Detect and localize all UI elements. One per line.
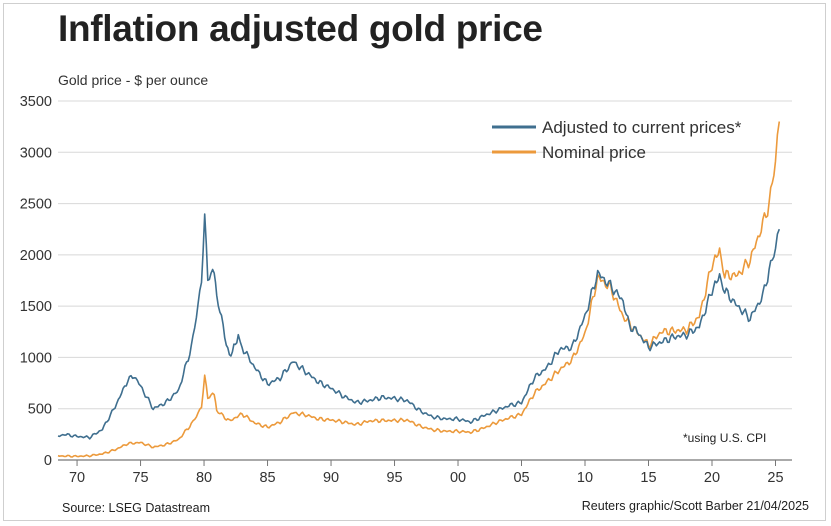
x-tick-label-10: 10	[577, 470, 593, 486]
y-tick-label-0: 0	[44, 453, 52, 469]
x-tick-label-95: 95	[386, 470, 402, 486]
y-tick-label-2000: 2000	[20, 248, 52, 264]
legend-label-nominal: Nominal price	[542, 143, 646, 162]
series-lines	[57, 121, 781, 458]
chart-frame	[3, 3, 826, 521]
cpi-footnote: *using U.S. CPI	[683, 431, 767, 445]
x-tick-label-70: 70	[69, 470, 85, 486]
x-tick-label-25: 25	[767, 470, 783, 486]
y-tick-label-1000: 1000	[20, 350, 52, 366]
y-tick-label-500: 500	[28, 402, 52, 418]
source-label: Source: LSEG Datastream	[62, 501, 210, 515]
x-tick-label-80: 80	[196, 470, 212, 486]
legend-label-adjusted: Adjusted to current prices*	[542, 118, 742, 137]
y-tick-label-3500: 3500	[20, 94, 52, 110]
series-line-nominal	[57, 121, 781, 458]
x-tick-label-05: 05	[513, 470, 529, 486]
y-axis-label: Gold price - $ per ounce	[58, 72, 209, 88]
x-tick-label-90: 90	[323, 470, 339, 486]
chart-title: Inflation adjusted gold price	[58, 8, 543, 49]
legend: Adjusted to current prices* Nominal pric…	[492, 118, 742, 162]
x-tick-label-15: 15	[640, 470, 656, 486]
x-tick-label-85: 85	[259, 470, 275, 486]
x-tick-label-00: 00	[450, 470, 466, 486]
y-tick-label-1500: 1500	[20, 299, 52, 315]
x-tick-label-75: 75	[132, 470, 148, 486]
credit-label: Reuters graphic/Scott Barber 21/04/2025	[581, 499, 809, 513]
x-tick-label-20: 20	[704, 470, 720, 486]
y-tick-label-2500: 2500	[20, 197, 52, 213]
series-line-adjusted	[57, 213, 781, 440]
y-tick-label-3000: 3000	[20, 145, 52, 161]
gridlines	[58, 100, 792, 466]
